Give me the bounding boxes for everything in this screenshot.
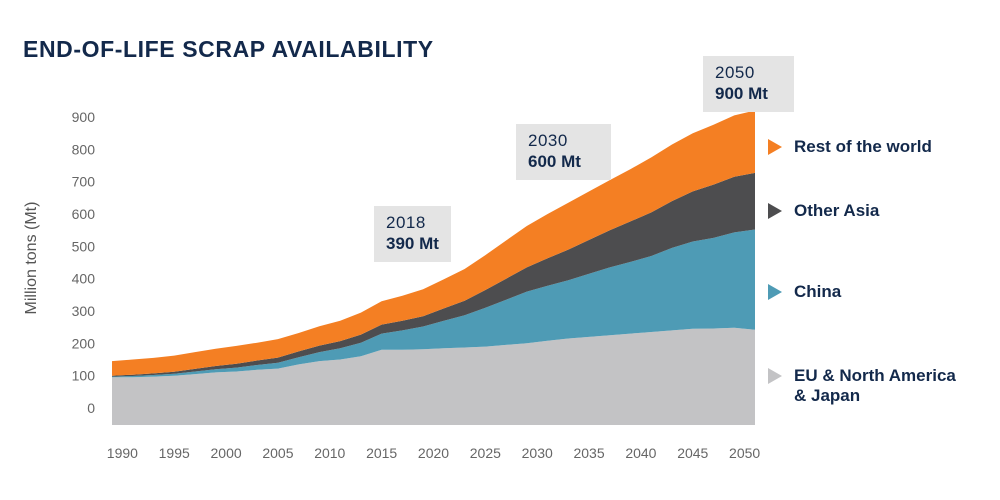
- y-tick-label: 400: [72, 271, 96, 287]
- x-tick-label: 2000: [211, 445, 242, 461]
- x-tick-label: 2010: [314, 445, 345, 461]
- y-tick-label: 500: [72, 238, 96, 254]
- x-tick-label: 2025: [470, 445, 501, 461]
- x-tick-label: 2015: [366, 445, 397, 461]
- x-tick-label: 2050: [729, 445, 760, 461]
- x-tick-label: 2005: [262, 445, 293, 461]
- x-tick-label: 1995: [159, 445, 190, 461]
- area-series-eu-north-america: [112, 327, 755, 425]
- legend-marker-icon: [768, 284, 782, 300]
- callout-2030: 2030 600 Mt: [516, 124, 611, 180]
- callout-year: 2030: [528, 131, 568, 150]
- y-tick-label: 800: [72, 141, 96, 157]
- x-tick-label: 2030: [522, 445, 553, 461]
- legend-label: China: [794, 282, 842, 301]
- area-series-other-asia: [112, 172, 755, 377]
- area-series-china: [112, 229, 755, 378]
- legend-item-other-asia: Other Asia: [768, 201, 879, 221]
- callout-value: 600 Mt: [528, 152, 581, 171]
- legend-label: EU & North America & Japan: [794, 366, 956, 405]
- callout-value: 900 Mt: [715, 84, 768, 103]
- y-tick-label: 100: [72, 368, 96, 384]
- callout-value: 390 Mt: [386, 234, 439, 253]
- legend-label: Other Asia: [794, 201, 880, 220]
- legend-marker-icon: [768, 368, 782, 384]
- legend-item-eu-na-japan: EU & North America & Japan: [768, 366, 956, 406]
- chart-title: END-OF-LIFE SCRAP AVAILABILITY: [23, 36, 434, 62]
- callout-year: 2018: [386, 213, 426, 232]
- callout-2018: 2018 390 Mt: [374, 206, 451, 262]
- x-tick-label: 2020: [418, 445, 449, 461]
- legend-marker-icon: [768, 203, 782, 219]
- y-tick-label: 700: [72, 174, 96, 190]
- legend-item-china: China: [768, 282, 841, 302]
- y-tick-label: 600: [72, 206, 96, 222]
- y-tick-label: 0: [87, 400, 95, 416]
- x-tick-label: 2035: [573, 445, 604, 461]
- callout-year: 2050: [715, 63, 755, 82]
- x-tick-label: 1990: [107, 445, 138, 461]
- callout-2050: 2050 900 Mt: [703, 56, 794, 112]
- y-tick-label: 200: [72, 335, 96, 351]
- legend-label: Rest of the world: [794, 137, 932, 156]
- x-tick-label: 2040: [625, 445, 656, 461]
- y-tick-label: 300: [72, 303, 96, 319]
- legend-marker-icon: [768, 139, 782, 155]
- area-series-rest-of-the-world: [112, 110, 755, 376]
- legend-item-rest-of-world: Rest of the world: [768, 137, 932, 157]
- x-tick-label: 2045: [677, 445, 708, 461]
- y-tick-label: 900: [72, 109, 96, 125]
